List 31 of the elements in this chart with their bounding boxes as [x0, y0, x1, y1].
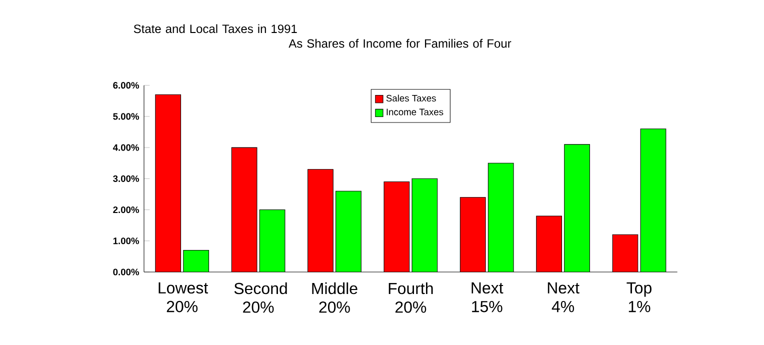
bar	[260, 210, 285, 272]
bar	[232, 147, 257, 272]
bar	[564, 144, 590, 272]
bar	[612, 234, 638, 272]
x-tick-label: Fourth 20%	[388, 282, 433, 313]
chart-title: State and Local Taxes in 1991 As Shares of Income for Families of Four	[134, 24, 512, 48]
x-tick-label: Next 15%	[472, 282, 504, 312]
y-tick-label: 1.00%	[113, 237, 140, 244]
legend-label: Income Taxes	[386, 108, 444, 116]
x-tick-label: Next 4%	[548, 282, 580, 312]
bar	[488, 162, 514, 272]
x-tick-label: Middle 20%	[312, 282, 358, 313]
bar	[460, 197, 486, 272]
y-tick-label: 4.00%	[112, 144, 140, 151]
bar	[308, 169, 334, 272]
bar	[384, 182, 410, 272]
bar	[155, 94, 181, 272]
bar	[536, 216, 562, 272]
y-tick-label: 0.00%	[113, 268, 140, 276]
bar	[640, 128, 666, 272]
bar	[336, 190, 362, 272]
bar	[412, 178, 438, 272]
legend-label: Sales Taxes	[386, 94, 436, 102]
x-tick-label: Second 20%	[234, 282, 287, 313]
x-tick-label: Top 1%	[626, 282, 652, 312]
y-tick-label: 5.00%	[113, 113, 140, 120]
bar	[183, 250, 209, 272]
y-tick-label: 2.00%	[113, 206, 140, 213]
x-tick-label: Lowest 20%	[158, 282, 208, 312]
y-tick-label: 3.00%	[113, 175, 140, 182]
y-tick-label: 6.00%	[113, 82, 140, 88]
